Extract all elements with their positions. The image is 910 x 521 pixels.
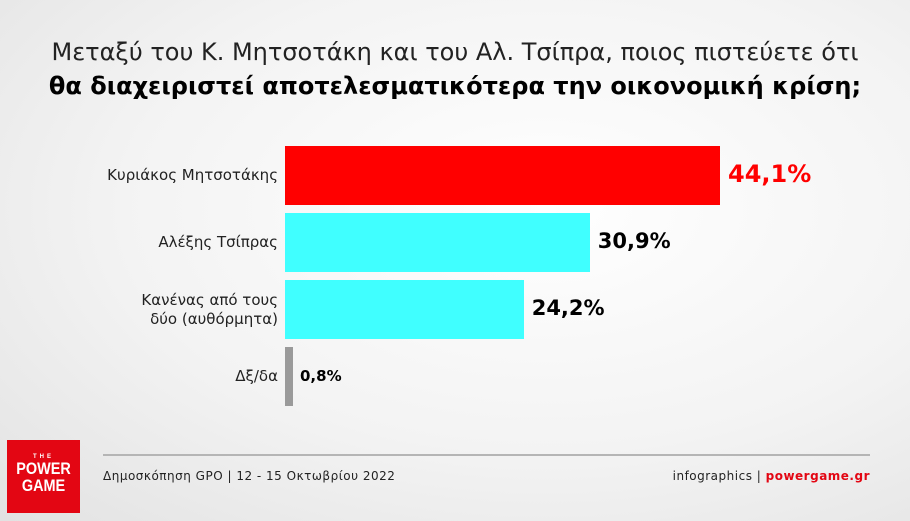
chart-title-line1: Μεταξύ του Κ. Μητσοτάκη και του Αλ. Τσίπ… [51,38,859,66]
bar-0 [285,146,720,205]
footer-credit: infographics | powergame.gr [673,469,870,483]
bar-2 [285,280,524,339]
category-label: Κανένας από τους δύο (αυθόρμητα) [141,290,278,328]
footer-source: Δημοσκόπηση GPO | 12 - 15 Οκτωβρίου 2022 [103,469,396,483]
value-label: 24,2% [531,296,605,320]
category-label: Κυριάκος Μητσοτάκης [107,166,278,184]
value-label: 30,9% [597,229,671,253]
value-label: 0,8% [300,367,342,385]
bar-3 [285,347,293,406]
value-label: 44,1% [728,160,812,188]
power-game-logo: THE POWER GAME [7,440,80,513]
bar-1 [285,213,590,272]
bar-chart: Κυριάκος Μητσοτάκης 44,1% Αλέξης Τσίπρας 30… [107,146,812,406]
chart-title-line2: θα διαχειριστεί αποτελεσματικότερα την ο… [48,72,862,100]
footer-divider [103,454,870,456]
credit-prefix: infographics | [672,469,766,483]
category-label: Δξ/δα [235,367,278,385]
credit-site-link[interactable]: powergame.gr [765,469,870,483]
category-label: Αλέξης Τσίπρας [158,233,278,251]
